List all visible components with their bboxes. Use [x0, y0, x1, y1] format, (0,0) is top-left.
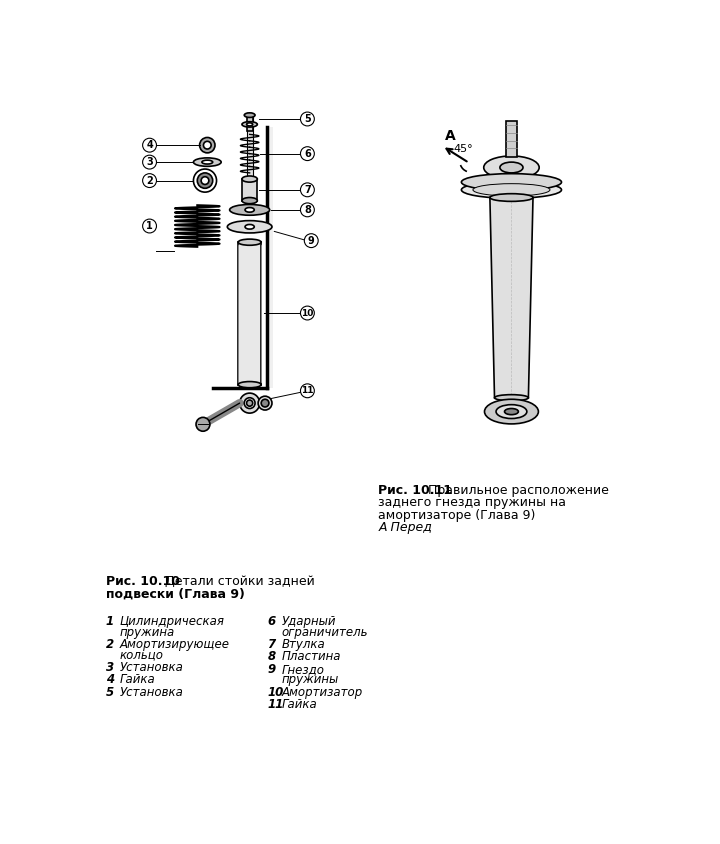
Ellipse shape	[473, 184, 550, 196]
Circle shape	[240, 393, 260, 413]
Ellipse shape	[485, 399, 539, 424]
Text: 6: 6	[267, 615, 276, 628]
Text: 6: 6	[304, 149, 311, 159]
Text: амортизаторе (Глава 9): амортизаторе (Глава 9)	[378, 509, 536, 522]
Text: 1: 1	[106, 615, 114, 628]
Circle shape	[197, 173, 212, 188]
Text: Гнездо: Гнездо	[282, 663, 324, 675]
Ellipse shape	[245, 208, 254, 212]
Circle shape	[143, 174, 156, 187]
Text: кольцо: кольцо	[120, 649, 163, 662]
Text: Амортизатор: Амортизатор	[282, 685, 362, 699]
Text: Установка: Установка	[120, 661, 184, 674]
Text: 1: 1	[146, 221, 153, 231]
Text: пружина: пружина	[120, 625, 175, 639]
Bar	[238, 242, 261, 385]
Circle shape	[204, 141, 211, 149]
Circle shape	[261, 399, 269, 407]
Circle shape	[143, 155, 156, 169]
Polygon shape	[490, 197, 533, 398]
Text: ограничитель: ограничитель	[282, 625, 368, 639]
Text: 11: 11	[267, 698, 284, 711]
Bar	[266, 127, 273, 388]
Text: 10: 10	[301, 309, 314, 317]
Ellipse shape	[202, 160, 212, 164]
Ellipse shape	[495, 395, 528, 401]
Ellipse shape	[242, 197, 257, 203]
Ellipse shape	[490, 193, 533, 202]
Circle shape	[196, 418, 210, 431]
Ellipse shape	[238, 239, 261, 246]
Circle shape	[143, 219, 156, 233]
Text: 9: 9	[308, 235, 315, 246]
Text: Ударный: Ударный	[282, 615, 336, 628]
Ellipse shape	[242, 176, 257, 182]
Circle shape	[244, 398, 255, 408]
Circle shape	[300, 384, 315, 398]
Ellipse shape	[246, 123, 253, 126]
Text: А Перед: А Перед	[378, 521, 432, 534]
Text: Цилиндрическая: Цилиндрическая	[120, 615, 225, 628]
Text: Правильное расположение: Правильное расположение	[428, 484, 609, 497]
Ellipse shape	[244, 113, 255, 117]
Text: заднего гнезда пружины на: заднего гнезда пружины на	[378, 496, 566, 509]
Circle shape	[305, 234, 318, 247]
Ellipse shape	[462, 174, 562, 191]
Circle shape	[300, 112, 315, 126]
Circle shape	[194, 169, 217, 192]
Text: 2: 2	[146, 176, 153, 186]
Text: Гайка: Гайка	[120, 674, 156, 686]
Text: Детали стойки задней: Детали стойки задней	[165, 575, 315, 587]
Text: Рис. 10.10: Рис. 10.10	[106, 575, 180, 587]
Text: 8: 8	[304, 205, 311, 215]
Text: A: A	[445, 129, 456, 143]
Circle shape	[300, 147, 315, 160]
Bar	[246, 116, 253, 210]
Circle shape	[143, 138, 156, 152]
Circle shape	[300, 203, 315, 217]
Text: Рис. 10.11: Рис. 10.11	[378, 484, 452, 497]
Text: 8: 8	[267, 650, 276, 663]
Ellipse shape	[484, 156, 539, 179]
Text: 2: 2	[106, 638, 114, 651]
Text: 7: 7	[267, 638, 276, 651]
Ellipse shape	[500, 162, 523, 173]
Circle shape	[199, 138, 215, 153]
Text: пружины: пружины	[282, 674, 338, 686]
Text: 5: 5	[106, 685, 114, 699]
Text: 9: 9	[267, 663, 276, 675]
Text: 3: 3	[146, 157, 153, 167]
Text: 5: 5	[304, 114, 311, 124]
Ellipse shape	[462, 181, 562, 198]
Text: Амортизирующее: Амортизирующее	[120, 638, 230, 651]
Ellipse shape	[496, 404, 527, 419]
Text: Втулка: Втулка	[282, 638, 325, 651]
Ellipse shape	[230, 204, 270, 215]
Ellipse shape	[505, 408, 518, 414]
Text: 3: 3	[106, 661, 114, 674]
Circle shape	[258, 396, 272, 410]
Text: Установка: Установка	[120, 685, 184, 699]
Text: 11: 11	[301, 387, 314, 395]
Text: Пластина: Пластина	[282, 650, 341, 663]
Text: Гайка: Гайка	[282, 698, 317, 711]
Text: подвески (Глава 9): подвески (Глава 9)	[106, 587, 245, 600]
Text: 10: 10	[267, 685, 284, 699]
Ellipse shape	[194, 158, 221, 166]
Text: 7: 7	[304, 185, 311, 195]
Text: 45°: 45°	[454, 144, 473, 154]
Bar	[506, 121, 517, 157]
Bar	[242, 179, 257, 201]
Circle shape	[246, 400, 253, 406]
Ellipse shape	[242, 122, 257, 127]
Ellipse shape	[228, 220, 272, 233]
Ellipse shape	[245, 225, 254, 229]
Circle shape	[300, 306, 315, 320]
Circle shape	[300, 183, 315, 197]
Ellipse shape	[238, 381, 261, 387]
Text: 4: 4	[146, 140, 153, 150]
Text: 4: 4	[106, 674, 114, 686]
Bar	[246, 116, 253, 131]
Circle shape	[201, 176, 209, 185]
